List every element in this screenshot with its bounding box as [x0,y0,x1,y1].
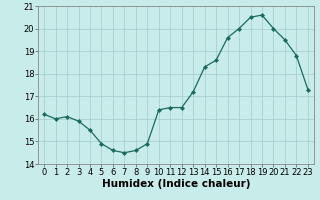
X-axis label: Humidex (Indice chaleur): Humidex (Indice chaleur) [102,179,250,189]
